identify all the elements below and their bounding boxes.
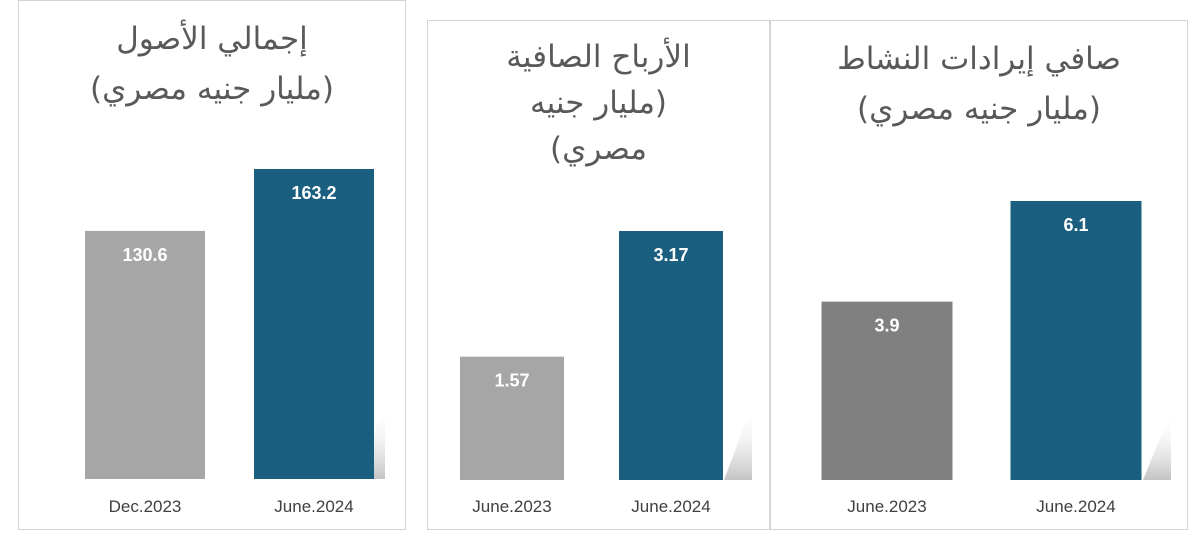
- bar-june-2023: [821, 301, 953, 480]
- data-label-june-2023: 3.9: [874, 316, 899, 336]
- tick-label-june-2024: June.2024: [274, 497, 353, 516]
- tick-label-june-2023: June.2023: [847, 497, 926, 516]
- bar-june-2023: [460, 356, 564, 480]
- tick-label-june-2024: June.2024: [1036, 497, 1115, 516]
- data-label-june-2024: 3.17: [653, 245, 688, 265]
- chart-title: إجمالي الأصول: [116, 21, 308, 57]
- data-label-june-2024: 6.1: [1063, 215, 1088, 235]
- chart-subtitle-line2: مصري): [550, 131, 647, 167]
- bar-june-2024: [254, 169, 374, 479]
- bar-chart-net-profits: 1.57 3.17 June.2023 June.2024: [460, 231, 752, 516]
- chart-subtitle: (مليار جنيه مصري): [857, 91, 1101, 127]
- data-label-dec-2023: 130.6: [122, 245, 167, 265]
- bar-dec-2023: [85, 230, 205, 479]
- chart-title: صافي إيرادات النشاط: [837, 41, 1121, 77]
- chart-subtitle: (مليار جنيه مصري): [90, 71, 334, 107]
- tick-label-dec-2023: Dec.2023: [109, 497, 182, 516]
- chart-panel-net-operating-income: صافي إيرادات النشاط (مليار جنيه مصري) 3.…: [770, 20, 1188, 530]
- bar-chart-total-assets: 130.6 163.2 Dec.2023 June.2024: [67, 169, 385, 516]
- tick-label-june-2023: June.2023: [472, 497, 551, 516]
- chart-panel-net-profits: الأرباح الصافية (مليار جنيه مصري) 1.57 3…: [427, 20, 770, 530]
- chart-subtitle: (مليار جنيه: [529, 85, 668, 121]
- bar-june-2024: [619, 231, 723, 480]
- chart-title: الأرباح الصافية: [506, 39, 691, 75]
- tick-label-june-2024: June.2024: [631, 497, 710, 516]
- data-label-june-2024: 163.2: [291, 183, 336, 203]
- bar-chart-net-operating-income: 3.9 6.1 June.2023 June.2024: [821, 201, 1171, 516]
- data-label-june-2023: 1.57: [494, 371, 529, 391]
- bar-june-2024: [1010, 201, 1142, 480]
- chart-panel-total-assets: إجمالي الأصول (مليار جنيه مصري) 130.6 16…: [18, 0, 406, 530]
